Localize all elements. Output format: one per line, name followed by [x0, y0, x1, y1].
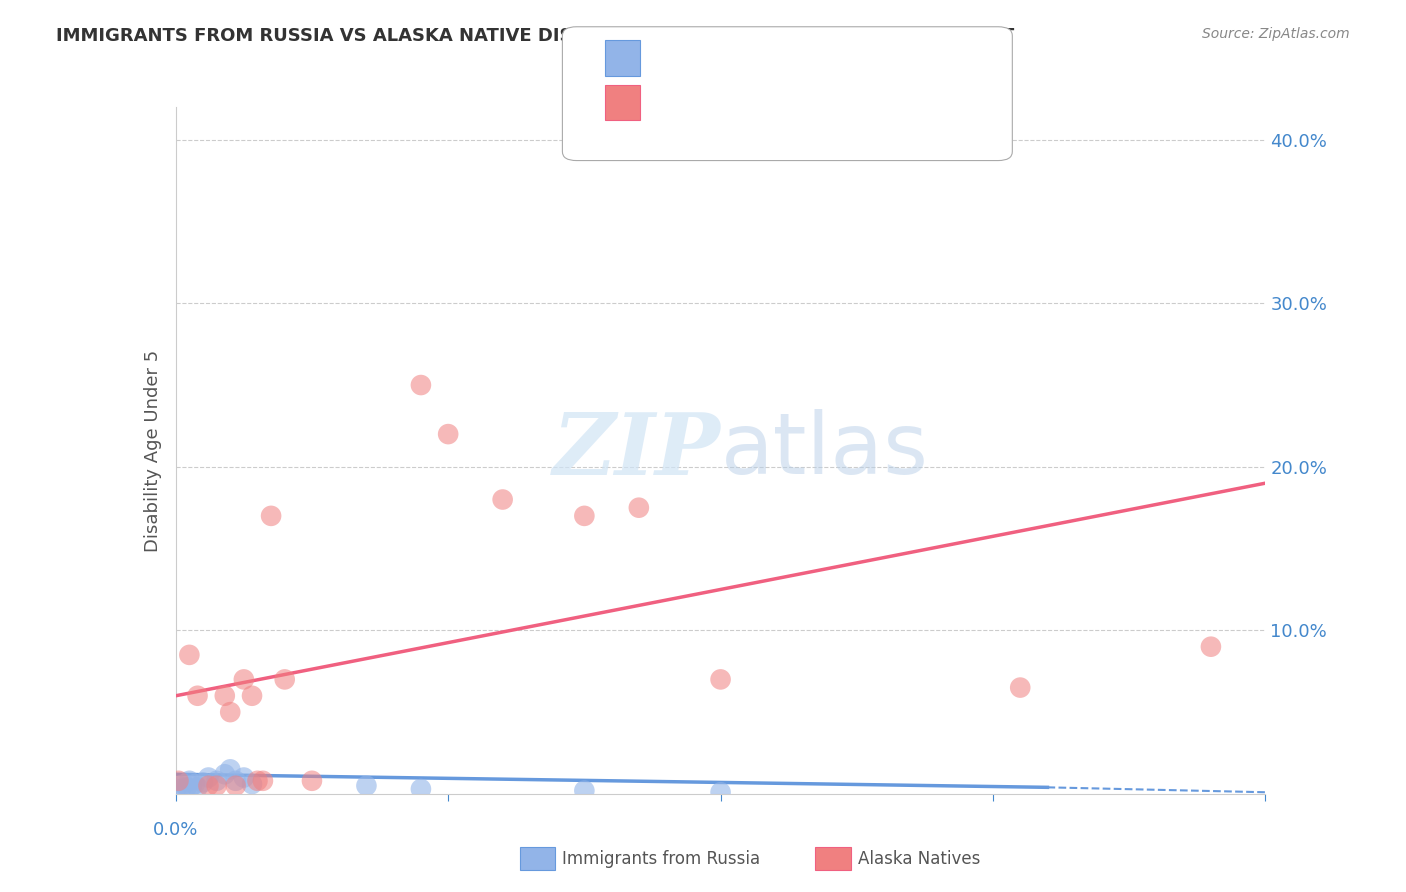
Point: [710, 785, 733, 799]
Text: atlas: atlas: [721, 409, 928, 492]
Point: [197, 779, 219, 793]
Point: [260, 508, 283, 523]
Point: [176, 780, 198, 795]
Point: [219, 705, 242, 719]
Point: [219, 762, 242, 776]
Point: [356, 779, 378, 793]
Point: [205, 773, 228, 788]
Point: [437, 427, 460, 442]
Point: [191, 775, 214, 789]
Point: [240, 777, 263, 791]
Point: [181, 779, 204, 793]
Text: Immigrants from Russia: Immigrants from Russia: [562, 850, 761, 868]
Point: [409, 781, 432, 797]
Point: [301, 773, 323, 788]
Point: [225, 773, 247, 788]
Point: [186, 689, 209, 703]
Text: ZIP: ZIP: [553, 409, 721, 492]
Point: [214, 689, 236, 703]
Text: Source: ZipAtlas.com: Source: ZipAtlas.com: [1202, 27, 1350, 41]
Point: [179, 773, 201, 788]
Text: Alaska Natives: Alaska Natives: [858, 850, 980, 868]
Point: [252, 773, 274, 788]
Point: [214, 767, 236, 781]
Point: [232, 771, 254, 785]
Point: [492, 492, 515, 507]
Point: [205, 779, 228, 793]
Point: [710, 673, 733, 687]
Point: [274, 673, 297, 687]
Point: [170, 781, 193, 797]
Point: [574, 783, 596, 797]
Point: [627, 500, 650, 515]
Text: 0.0%: 0.0%: [153, 822, 198, 839]
Point: [409, 378, 432, 392]
Point: [186, 780, 209, 795]
Point: [1199, 640, 1222, 654]
Point: [173, 777, 195, 791]
Point: [179, 648, 201, 662]
Point: [246, 773, 269, 788]
Text: R =  0.366   N = 23: R = 0.366 N = 23: [654, 91, 860, 109]
Text: R = -0.223   N = 20: R = -0.223 N = 20: [654, 46, 860, 64]
Point: [240, 689, 263, 703]
Point: [197, 771, 219, 785]
Point: [184, 777, 207, 791]
Point: [225, 779, 247, 793]
Point: [167, 779, 190, 793]
Point: [232, 673, 254, 687]
Text: IMMIGRANTS FROM RUSSIA VS ALASKA NATIVE DISABILITY AGE UNDER 5 CORRELATION CHART: IMMIGRANTS FROM RUSSIA VS ALASKA NATIVE …: [56, 27, 1015, 45]
Point: [1010, 681, 1032, 695]
Y-axis label: Disability Age Under 5: Disability Age Under 5: [143, 350, 162, 551]
Point: [574, 508, 596, 523]
Point: [167, 773, 190, 788]
